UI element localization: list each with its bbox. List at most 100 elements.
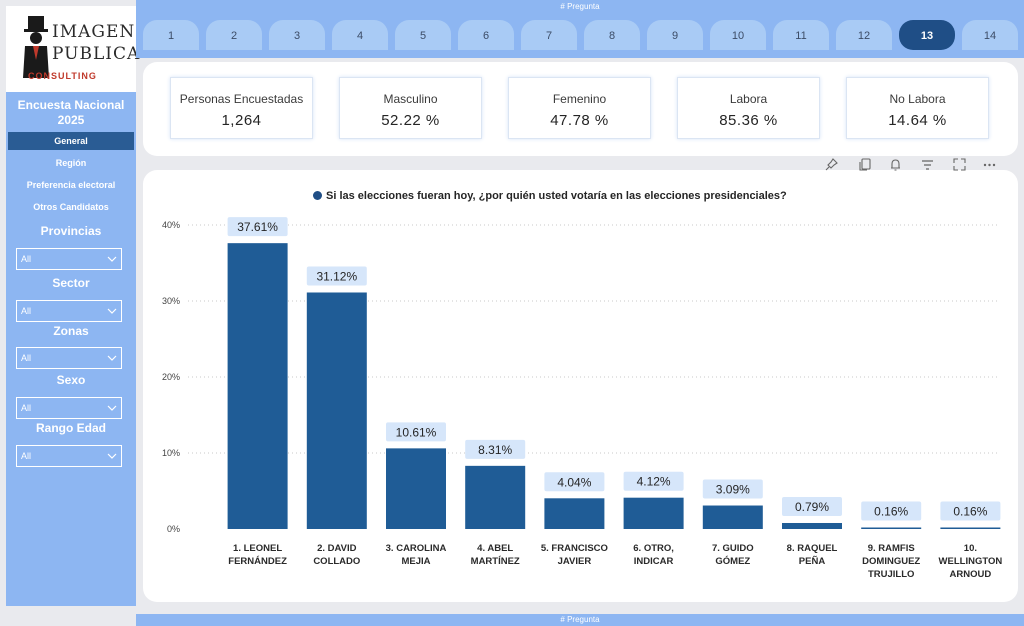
filter-label-zonas: Zonas: [53, 324, 89, 338]
data-label: 4.04%: [557, 475, 591, 489]
x-tick-label: TRUJILLO: [868, 569, 914, 580]
logo-text-line1: IMAGEN: [52, 22, 136, 42]
data-label: 31.12%: [316, 269, 357, 283]
bar: [306, 292, 367, 529]
page-tab-14[interactable]: 14: [962, 20, 1018, 50]
data-label: 10.61%: [396, 425, 437, 439]
data-label-background: [940, 501, 1001, 521]
data-label: 37.61%: [237, 220, 278, 234]
more-icon[interactable]: [982, 157, 997, 172]
pin-icon[interactable]: [824, 157, 839, 172]
x-tick-label: FERNÁNDEZ: [228, 556, 287, 567]
data-label: 0.16%: [953, 505, 987, 519]
kpi-value: 1,264: [221, 112, 262, 129]
zonas-dropdown[interactable]: All: [16, 347, 122, 369]
rango-edad-value: All: [21, 451, 32, 461]
y-tick-label: 30%: [162, 296, 180, 306]
page-tab-7[interactable]: 7: [521, 20, 577, 50]
bar: [861, 527, 922, 529]
sidebar: IMAGEN PUBLICA CONSULTING Encuesta Nacio…: [6, 6, 139, 606]
data-label: 0.79%: [795, 500, 829, 514]
focus-icon[interactable]: [952, 157, 967, 172]
nav-item-otros-candidatos[interactable]: Otros Candidatos: [33, 202, 109, 212]
bar: [940, 527, 1001, 529]
filter-label-provincias: Provincias: [40, 224, 102, 238]
chevron-down-icon: [107, 355, 117, 361]
bell-icon[interactable]: [888, 157, 903, 172]
chart-title: Si las elecciones fueran hoy, ¿por quién…: [313, 190, 787, 202]
sexo-dropdown[interactable]: All: [16, 397, 122, 419]
x-tick-label: JAVIER: [558, 556, 592, 567]
page-tab-5[interactable]: 5: [395, 20, 451, 50]
nav-item-general[interactable]: General: [8, 132, 134, 150]
x-tick-label: 2. DAVID: [317, 543, 357, 554]
zonas-value: All: [21, 353, 32, 363]
data-label-background: [386, 422, 446, 442]
x-tick-label: PEÑA: [799, 556, 826, 567]
kpi-value: 47.78 %: [550, 112, 609, 129]
bar: [386, 448, 446, 529]
bar: [782, 522, 842, 529]
page-tab-6[interactable]: 6: [458, 20, 514, 50]
rango-edad-dropdown[interactable]: All: [16, 445, 122, 467]
page-tab-10[interactable]: 10: [710, 20, 766, 50]
page-tab-8[interactable]: 8: [584, 20, 640, 50]
chevron-down-icon: [107, 256, 117, 262]
copy-icon[interactable]: [858, 157, 873, 172]
data-label: 3.09%: [716, 483, 750, 497]
bar: [623, 497, 684, 529]
x-tick-label: 7. GUIDO: [712, 543, 754, 554]
x-tick-label: 6. OTRO,: [633, 543, 674, 554]
x-tick-label: MEJIA: [401, 556, 430, 567]
page-tab-4[interactable]: 4: [332, 20, 388, 50]
legend-dot-icon: [313, 191, 322, 200]
page-tab-9[interactable]: 9: [647, 20, 703, 50]
x-tick-label: COLLADO: [313, 556, 360, 567]
x-tick-label: DOMINGUEZ: [862, 556, 920, 567]
kpi-card-masculino: Masculino 52.22 %: [339, 77, 482, 139]
page-tab-2[interactable]: 2: [206, 20, 262, 50]
page-tab-12[interactable]: 12: [836, 20, 892, 50]
kpi-label: Masculino: [383, 92, 438, 106]
chevron-down-icon: [107, 453, 117, 459]
kpi-label: No Labora: [889, 92, 946, 106]
data-label: 0.16%: [874, 505, 908, 519]
nav-item-region[interactable]: Región: [55, 158, 87, 168]
page-tab-3[interactable]: 3: [269, 20, 325, 50]
sector-dropdown[interactable]: All: [16, 300, 122, 322]
filter-icon[interactable]: [920, 157, 935, 172]
bottom-pager-title: # Pregunta: [560, 615, 600, 624]
kpi-card-labora: Labora 85.36 %: [677, 77, 820, 139]
data-label-background: [306, 266, 367, 286]
data-label-background: [702, 479, 763, 499]
top-hat-man-icon: [23, 16, 49, 78]
x-tick-label: MARTÍNEZ: [471, 556, 520, 567]
kpi-label: Femenino: [552, 92, 607, 106]
provincias-dropdown[interactable]: All: [16, 248, 122, 270]
bottom-pager-strip: # Pregunta: [136, 614, 1024, 626]
x-tick-label: WELLINGTON: [939, 556, 1003, 567]
y-tick-label: 20%: [162, 372, 180, 382]
kpi-value: 85.36 %: [719, 112, 778, 129]
kpi-value: 14.64 %: [888, 112, 947, 129]
question-pager: # Pregunta 1 2 3 4 5 6 7 8 9 10 11 12 13 14: [136, 0, 1024, 58]
bar: [544, 498, 605, 529]
data-label: 8.31%: [478, 443, 512, 457]
x-tick-label: 3. CAROLINA: [386, 543, 447, 554]
data-label: 4.12%: [637, 475, 671, 489]
pager-title: # Pregunta: [560, 2, 600, 11]
nav-item-preferencia-electoral[interactable]: Preferencia electoral: [26, 180, 116, 190]
data-label-background: [227, 217, 288, 237]
page-tab-13[interactable]: 13: [899, 20, 955, 50]
x-tick-label: 8. RAQUEL: [787, 543, 838, 554]
y-tick-label: 40%: [162, 220, 180, 230]
provincias-value: All: [21, 254, 32, 264]
kpi-card-femenino: Femenino 47.78 %: [508, 77, 651, 139]
chart-title-text: Si las elecciones fueran hoy, ¿por quién…: [326, 190, 787, 202]
page-tab-11[interactable]: 11: [773, 20, 829, 50]
x-tick-label: 10.: [964, 543, 977, 554]
page-tab-1[interactable]: 1: [143, 20, 199, 50]
x-tick-label: 1. LEONEL: [233, 543, 282, 554]
sexo-value: All: [21, 403, 32, 413]
data-label-background: [861, 501, 922, 521]
